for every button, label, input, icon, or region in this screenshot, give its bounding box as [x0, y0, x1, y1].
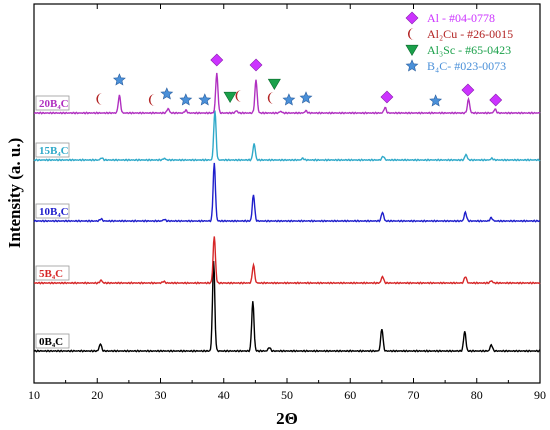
- sample-label-box: [35, 203, 70, 219]
- crescent-marker: [235, 90, 242, 102]
- xrd-trace: [34, 236, 541, 285]
- sample-label-text: 5B₄C: [39, 268, 63, 280]
- sample-label-text: 15B₄C: [39, 145, 69, 157]
- star-marker: [198, 93, 212, 106]
- x-tick-label: 10: [28, 388, 40, 402]
- sample-label: 20B₄C: [35, 95, 70, 111]
- legend: Al - #04-0778 Al₂Cu - #26-0015 Al₃Sc - #65…: [405, 11, 513, 73]
- star-marker: [179, 93, 193, 106]
- xrd-trace: [33, 260, 541, 353]
- star-marker: [429, 94, 443, 107]
- diamond-marker: [210, 53, 224, 67]
- crescent-marker: [408, 28, 414, 40]
- star-marker: [112, 73, 126, 86]
- crescent-marker: [267, 92, 274, 104]
- sample-label: 5B₄C: [35, 265, 70, 281]
- triangle-marker: [223, 91, 237, 103]
- crescent-marker: [96, 93, 103, 105]
- diamond-marker: [489, 93, 503, 107]
- diamond-marker: [405, 11, 419, 25]
- sample-label-text: 0B₄C: [39, 336, 63, 348]
- x-tick-label: 60: [344, 388, 356, 402]
- legend-entry-label: Al₂Cu - #26-0015: [427, 27, 513, 41]
- crescent-marker: [148, 94, 155, 106]
- x-tick-label: 80: [471, 388, 483, 402]
- sample-label: 15B₄C: [35, 142, 70, 158]
- x-tick-label: 30: [155, 388, 167, 402]
- x-tick-label: 90: [534, 388, 546, 402]
- x-tick-label: 40: [218, 388, 230, 402]
- diamond-marker: [249, 58, 263, 72]
- diamond-marker: [380, 90, 394, 104]
- phase-markers: [96, 53, 503, 107]
- star-marker: [299, 91, 313, 104]
- xrd-trace: [34, 72, 541, 115]
- legend-entry-label: Al - #04-0778: [427, 11, 495, 25]
- xrd-trace: [33, 162, 541, 223]
- sample-label: 10B₄C: [35, 203, 70, 219]
- sample-label-box: [35, 265, 70, 281]
- star-marker: [160, 87, 174, 100]
- legend-entry-label: Al₃Sc - #65-0423: [427, 43, 511, 57]
- sample-label-box: [35, 142, 70, 158]
- y-axis-title: Intensity (a. u.): [5, 138, 24, 249]
- triangle-marker: [405, 44, 419, 56]
- xrd-traces: 0B₄C 5B₄C 10B₄C 15B₄C 20B₄C: [33, 72, 541, 353]
- x-axis-title: 2Θ: [276, 409, 298, 428]
- x-tick-label: 70: [408, 388, 420, 402]
- sample-label-text: 20B₄C: [39, 98, 69, 110]
- sample-label: 0B₄C: [35, 333, 70, 349]
- xrd-trace: [33, 110, 541, 162]
- x-tick-label: 20: [91, 388, 103, 402]
- legend-entry-label: B₄C- #023-0073: [427, 59, 506, 73]
- diamond-marker: [461, 83, 475, 97]
- sample-label-box: [35, 95, 70, 111]
- x-tick-label: 50: [281, 388, 293, 402]
- star-marker: [282, 93, 296, 106]
- sample-label-text: 10B₄C: [39, 206, 69, 218]
- sample-label-box: [35, 333, 70, 349]
- x-axis-ticks: 10 20 30 40 50 60 70 80 90: [28, 4, 546, 402]
- triangle-marker: [267, 78, 281, 90]
- star-marker: [405, 59, 419, 72]
